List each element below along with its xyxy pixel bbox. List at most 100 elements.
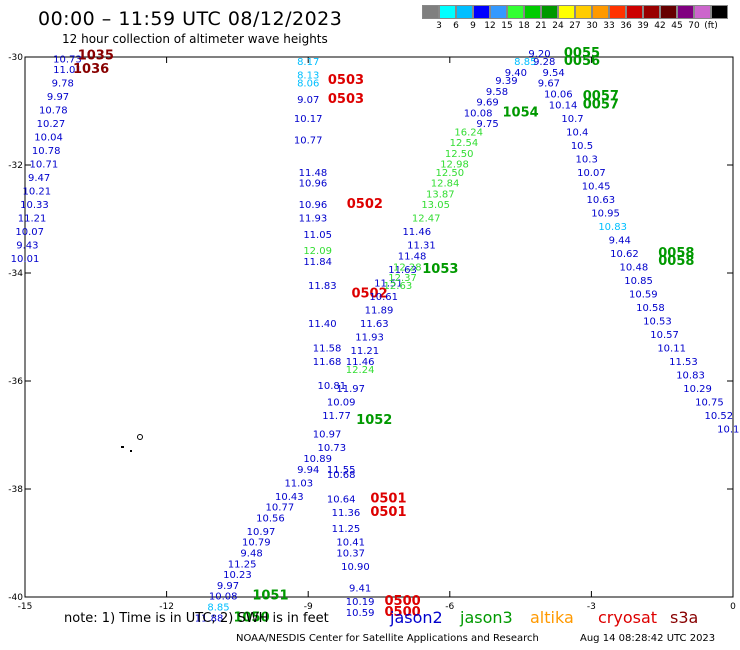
- colorbar-label: 42: [654, 21, 666, 31]
- wave-height-label: 9.67: [538, 79, 560, 90]
- wave-height-label: 16.24: [454, 127, 483, 138]
- y-tick-label: -40: [8, 593, 23, 603]
- colorbar-label: 6: [453, 21, 459, 31]
- x-tick-label: -15: [18, 602, 33, 612]
- wave-height-label: 11.25: [228, 559, 257, 570]
- wave-height-label: 10.59: [346, 608, 375, 619]
- wave-height-label: 10.06: [544, 90, 573, 101]
- wave-height-label: 9.75: [476, 119, 498, 130]
- wave-height-label: 10.37: [336, 549, 365, 560]
- legend-item-jason2: jason2: [390, 608, 443, 627]
- wave-height-label: 9.40: [505, 68, 527, 79]
- wave-height-label: 11.68: [313, 357, 342, 368]
- wave-height-label: 10.5: [571, 141, 593, 152]
- wave-height-label: 9.58: [486, 87, 508, 98]
- colorbar-label: 70: [688, 21, 700, 31]
- wave-height-label: 11.46: [346, 357, 375, 368]
- wave-height-label: 12.63: [384, 281, 413, 292]
- wave-height-label: 10.71: [30, 160, 59, 171]
- time-label: 1035: [78, 49, 114, 64]
- colorbar-swatch: [694, 5, 711, 19]
- time-label: 0502: [347, 197, 383, 212]
- wave-height-colorbar: [422, 5, 728, 19]
- wave-height-label: 10.73: [53, 54, 82, 65]
- colorbar-swatch: [626, 5, 643, 19]
- wave-height-label: 10.08: [209, 592, 238, 603]
- wave-height-label: 10.21: [22, 187, 51, 198]
- colorbar-swatch: [524, 5, 541, 19]
- wave-height-label: 10.56: [256, 513, 285, 524]
- wave-height-label: 10.97: [247, 527, 276, 538]
- wave-height-label: 11.48: [299, 168, 328, 179]
- wave-height-label: 11.36: [332, 508, 361, 519]
- y-tick-label: -32: [8, 161, 23, 171]
- wave-height-label: 11.48: [398, 252, 427, 263]
- wave-height-label: 8.85: [207, 603, 229, 614]
- wave-height-label: 10.68: [327, 470, 356, 481]
- wave-height-label: 10.07: [15, 227, 44, 238]
- wave-height-label: 12.50: [445, 149, 474, 160]
- wave-height-label: 10.81: [317, 381, 346, 392]
- wave-height-label: 10.73: [317, 443, 346, 454]
- legend-item-s3a: s3a: [670, 608, 699, 627]
- island-mark: [137, 434, 143, 440]
- wave-height-label: 8.85: [514, 57, 536, 68]
- colorbar-label: 33: [603, 21, 615, 31]
- wave-height-label: 10.01: [11, 254, 40, 265]
- colorbar-swatch: [558, 5, 575, 19]
- colorbar-swatch: [660, 5, 677, 19]
- wave-height-label: 9.78: [52, 79, 74, 90]
- wave-height-label: 9.47: [28, 173, 50, 184]
- wave-height-label: 10.58: [636, 303, 665, 314]
- wave-height-label: 11.53: [669, 357, 698, 368]
- wave-height-label: 10.27: [37, 119, 66, 130]
- footer-note: note: 1) Time is in UTC; 2) SWH is in fe…: [64, 611, 329, 626]
- time-label: 0055: [564, 46, 600, 61]
- wave-height-label: 10.59: [629, 289, 658, 300]
- island-mark: [130, 450, 132, 452]
- colorbar-label: 15: [501, 21, 513, 31]
- legend-item-cryosat: cryosat: [598, 608, 658, 627]
- colorbar-swatch: [439, 5, 456, 19]
- colorbar-label: 45: [671, 21, 683, 31]
- wave-height-label: 10.89: [303, 454, 332, 465]
- time-label: 1050: [233, 610, 269, 625]
- colorbar-swatch: [643, 5, 660, 19]
- wave-height-label: 10.1: [717, 424, 739, 435]
- wave-height-label: 10.96: [299, 200, 328, 211]
- wave-height-label: 10.96: [299, 179, 328, 190]
- wave-height-label: 11.25: [332, 524, 361, 535]
- wave-height-label: 12.37: [388, 273, 417, 284]
- credit-text: NOAA/NESDIS Center for Satellite Applica…: [236, 633, 539, 644]
- wave-height-label: 11.97: [336, 384, 365, 395]
- legend-item-jason3: jason3: [460, 608, 513, 627]
- wave-height-label: 8.13: [297, 71, 319, 82]
- wave-height-label: 9.48: [240, 549, 262, 560]
- wave-height-label: 10.08: [464, 108, 493, 119]
- wave-height-label: 10.09: [327, 397, 356, 408]
- page-subtitle: 12 hour collection of altimeter wave hei…: [62, 32, 328, 46]
- wave-height-label: 11.40: [308, 319, 337, 330]
- time-label: 0503: [328, 73, 364, 88]
- wave-height-label: 9.07: [297, 95, 319, 106]
- wave-height-label: 10.64: [327, 495, 356, 506]
- wave-height-label: 11.63: [360, 319, 389, 330]
- colorbar-swatch: [473, 5, 490, 19]
- x-tick-label: -3: [587, 602, 596, 612]
- wave-height-label: 11.51: [374, 279, 403, 290]
- y-tick-label: -38: [8, 485, 23, 495]
- x-tick-label: -6: [445, 602, 454, 612]
- wave-height-label: 10.41: [336, 538, 365, 549]
- wave-height-label: 12.28: [393, 262, 422, 273]
- wave-height-label: 10.85: [624, 276, 653, 287]
- wave-height-label: 13.87: [426, 189, 455, 200]
- wave-height-label: 10.53: [643, 316, 672, 327]
- colorbar-swatch: [677, 5, 694, 19]
- colorbar-label: 21: [535, 21, 547, 31]
- time-label: 0501: [370, 505, 406, 520]
- wave-height-label: 11.89: [365, 306, 394, 317]
- wave-height-label: 9.94: [297, 465, 319, 476]
- wave-height-label: 9.28: [533, 57, 555, 68]
- wave-height-label: 11.05: [303, 230, 332, 241]
- wave-height-label: 9.20: [528, 49, 550, 60]
